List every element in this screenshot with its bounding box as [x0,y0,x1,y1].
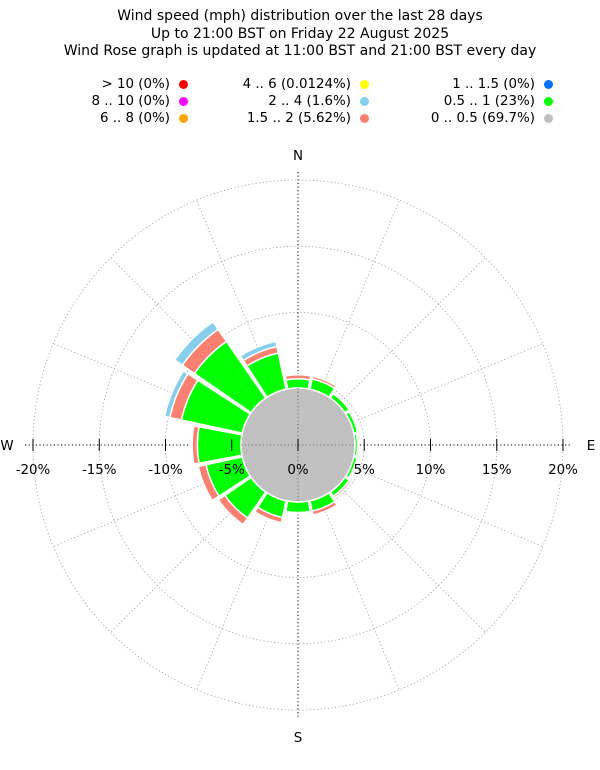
legend-item: 6 .. 8 (0%) [0,110,188,127]
legend-item: 2 .. 4 (1.6%) [0,93,369,110]
rose-segment-S [284,500,312,514]
compass-label-W: W [0,439,13,454]
rose-segment-NW [173,320,220,367]
rose-segment-ENE [348,410,360,434]
legend-label: 2 .. 4 (1.6%) [268,94,351,109]
legend-item: 8 .. 10 (0%) [0,93,188,110]
rose-segment-E [355,433,360,457]
compass-label-E: E [587,439,595,454]
rose-segment-NE [332,391,352,411]
rose-segment-SE [332,479,352,499]
legend-marker [360,97,369,106]
legend-marker [360,114,369,123]
legend-label: 0 .. 0.5 (69.7%) [430,111,535,126]
legend-item: 4 .. 6 (0.0124%) [0,76,369,93]
rose-segment-NNE [311,375,338,390]
radial-tick-label: 10% [416,463,446,478]
radial-tick-label: -15% [82,463,117,478]
legend-marker [179,114,188,123]
legend-marker [179,97,188,106]
radial-tick-label: 15% [482,463,512,478]
legend-label: > 10 (0%) [101,77,170,92]
legend-label: 1 .. 1.5 (0%) [452,77,535,92]
rose-segment-S [284,510,312,515]
legend-marker [179,80,188,89]
radial-tick-label: 0% [287,463,308,478]
rose-segment-NNW [239,340,278,362]
radial-tick-label: -10% [148,463,183,478]
legend-item: 1.5 .. 2 (5.62%) [0,110,369,127]
legend: > 10 (0%) 8 .. 10 (0%) 6 .. 8 (0%) 4 .. 6 (… [0,76,600,130]
radial-tick-label: 5% [354,463,375,478]
legend-label: 4 .. 6 (0.0124%) [242,77,351,92]
legend-label: 0.5 .. 1 (23%) [443,94,535,109]
title-line-3: Wind Rose graph is updated at 11:00 BST … [63,43,537,59]
radial-tick-label: -5% [219,463,245,478]
radial-tick-label: -20% [16,463,51,478]
legend-label: 1.5 .. 2 (5.62%) [246,111,351,126]
legend-marker [360,80,369,89]
legend-marker [544,80,553,89]
compass-label-S: S [294,731,303,746]
legend-label: 6 .. 8 (0%) [99,111,170,126]
rose-segment-SW [217,494,249,526]
rose-segment-N [284,374,312,381]
legend-item: > 10 (0%) [0,76,188,93]
legend-item: 1 .. 1.5 (0%) [0,76,553,93]
legend-marker [544,97,553,106]
legend-item: 0 .. 0.5 (69.7%) [0,110,553,127]
legend-item: 0.5 .. 1 (23%) [0,93,553,110]
title-line-1: Wind speed (mph) distribution over the l… [117,8,483,24]
legend-marker [544,114,553,123]
rose-segment-ESE [347,456,360,480]
radial-tick-label: 20% [548,463,578,478]
rose-segment-W [189,424,195,466]
rose-segment-WSW [197,463,221,502]
compass-label-N: N [293,149,303,164]
rose-segment-SSW [253,506,284,524]
rose-segment-SSE [311,500,338,516]
rose-segment-WNW [163,369,189,419]
legend-label: 8 .. 10 (0%) [91,94,170,109]
chart-title: Wind speed (mph) distribution over the l… [0,8,600,61]
title-line-2: Up to 21:00 BST on Friday 22 August 2025 [150,25,450,42]
